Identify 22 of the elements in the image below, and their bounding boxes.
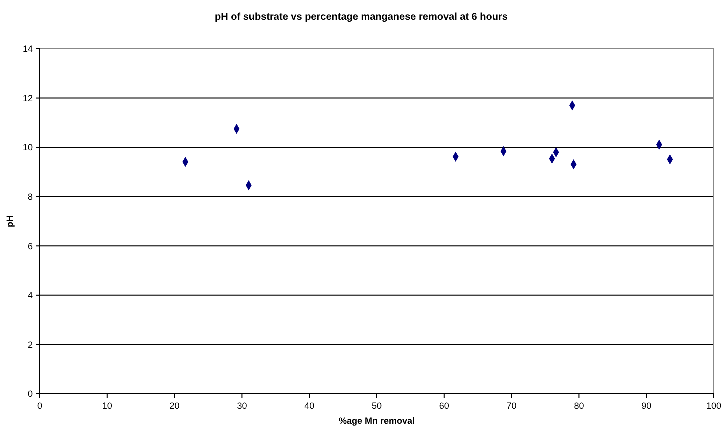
y-tick-label: 4 [28,290,33,301]
y-tick-label: 10 [22,142,33,153]
x-tick-label: 0 [37,401,43,411]
y-tick-label: 6 [28,241,33,252]
x-tick-label: 70 [506,401,517,411]
x-tick-label: 80 [574,401,584,411]
chart-title: pH of substrate vs percentage manganese removal at 6 hours [215,12,508,23]
x-tick-label: 100 [706,401,722,411]
x-tick-label: 30 [237,401,248,411]
x-tick-label: 10 [102,401,112,411]
y-tick-label: 0 [28,389,33,400]
y-tick-label: 12 [22,93,33,104]
x-axis-title: %age Mn removal [338,416,416,426]
y-tick-label: 14 [22,44,33,54]
y-tick-label: 8 [28,192,33,202]
x-tick-label: 40 [304,401,315,411]
y-tick-label: 2 [28,340,33,350]
x-tick-label: 20 [170,401,180,411]
x-tick-label: 50 [372,401,382,411]
y-axis-title: pH [5,216,15,228]
x-tick-label: 60 [439,401,450,411]
x-tick-label: 90 [642,401,652,411]
